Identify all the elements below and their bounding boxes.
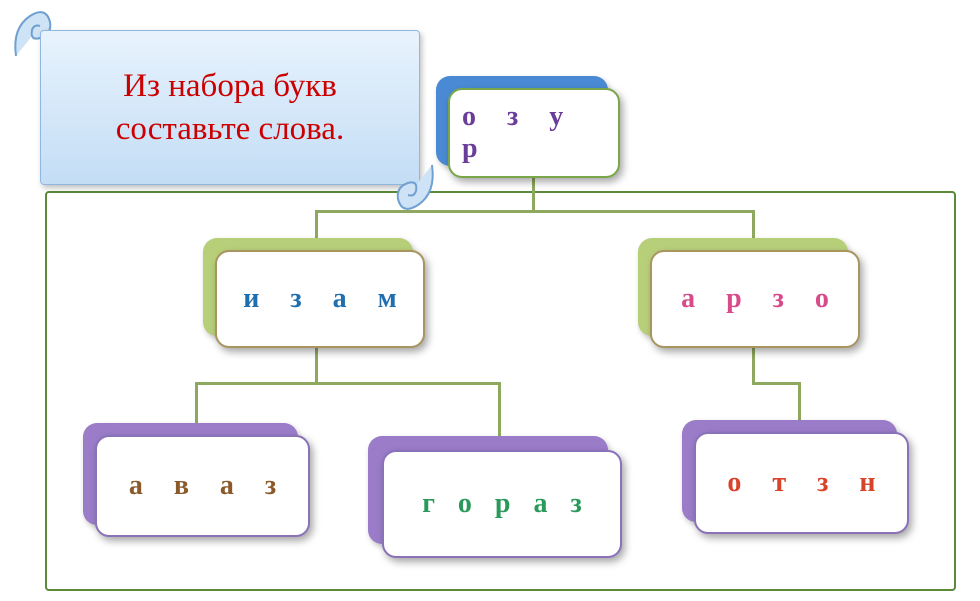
connector-line [498,382,501,440]
connector-line [315,348,318,382]
connector-line [532,178,535,210]
connector-line [315,210,318,240]
node-text-root: о з у р [450,101,618,165]
title-line-2: составьте слова. [116,108,344,151]
connector-line [798,382,801,424]
node-leaf2: г о р а з [382,450,622,558]
node-left_mid: и з а м [215,250,425,348]
scroll-curl-right-icon [394,159,438,213]
node-text-right_mid: а р з о [669,283,841,315]
title-line-1: Из набора букв [123,65,337,108]
title-banner: Из набора букв составьте слова. [10,30,430,195]
node-text-leaf1: а в а з [117,470,288,502]
node-right_mid: а р з о [650,250,860,348]
title-banner-body: Из набора букв составьте слова. [40,30,420,185]
connector-line [752,348,755,382]
node-text-left_mid: и з а м [231,283,408,315]
node-leaf3: о т з н [694,432,909,534]
connector-line [752,382,800,385]
connector-line [195,382,500,385]
connector-line [195,382,198,427]
connector-line [315,210,755,213]
connector-line [752,210,755,240]
node-leaf1: а в а з [95,435,310,537]
node-root: о з у р [448,88,620,178]
node-text-leaf3: о т з н [715,467,887,499]
node-text-leaf2: г о р а з [414,488,590,520]
